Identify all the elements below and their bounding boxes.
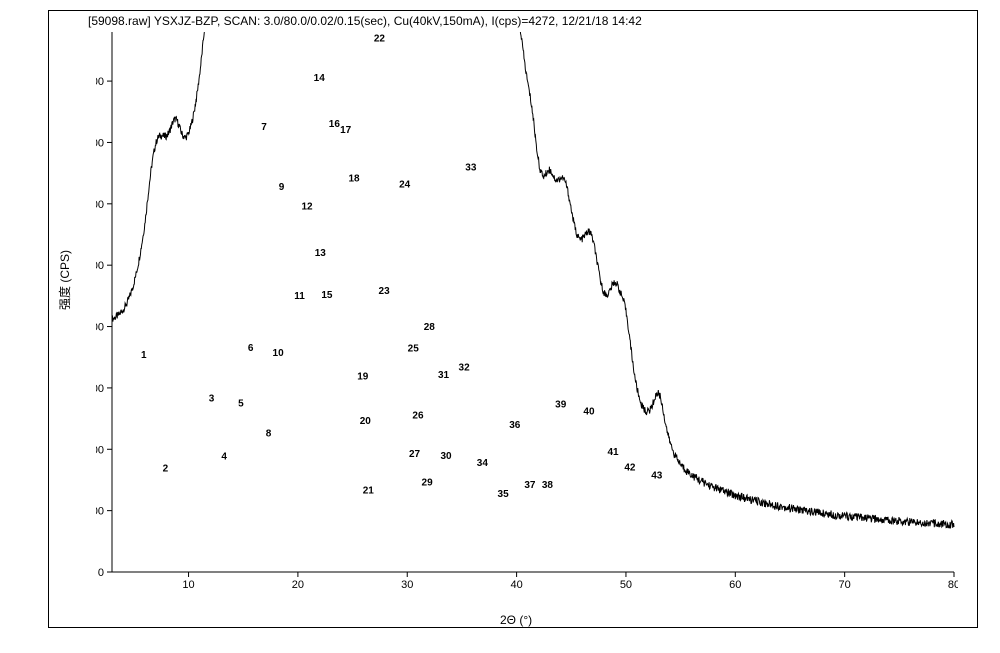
peak-label: 38 — [542, 480, 554, 491]
peak-label: 9 — [279, 182, 285, 193]
peak-label: 13 — [315, 248, 327, 259]
y-axis-label: 强度 (CPS) — [56, 250, 73, 310]
xrd-spectrum-line — [112, 32, 954, 528]
svg-text:0: 0 — [98, 567, 104, 579]
svg-text:70: 70 — [839, 579, 851, 591]
peak-label: 5 — [238, 399, 244, 410]
svg-text:3000: 3000 — [96, 199, 104, 211]
peak-label: 43 — [651, 471, 663, 482]
svg-text:10: 10 — [182, 579, 194, 591]
peak-label: 21 — [363, 485, 375, 496]
svg-text:2000: 2000 — [96, 322, 104, 334]
peak-label: 41 — [607, 447, 619, 458]
peak-label: 18 — [348, 173, 360, 184]
peak-label: 31 — [438, 370, 450, 381]
svg-text:30: 30 — [401, 579, 413, 591]
peak-label: 24 — [399, 180, 411, 191]
peak-label: 34 — [477, 458, 489, 469]
peak-label: 33 — [465, 163, 477, 174]
peak-label: 1 — [141, 350, 147, 361]
peak-label: 7 — [261, 122, 267, 133]
peak-label: 16 — [329, 119, 341, 130]
peak-label: 32 — [459, 363, 471, 374]
svg-text:500: 500 — [96, 506, 104, 518]
peak-label: 20 — [360, 416, 372, 427]
svg-text:80: 80 — [948, 579, 958, 591]
peak-label: 2 — [163, 464, 169, 475]
svg-text:40: 40 — [510, 579, 522, 591]
peak-label: 35 — [498, 489, 510, 500]
peak-label: 29 — [422, 477, 434, 488]
peak-label: 17 — [340, 125, 352, 136]
peak-label: 30 — [440, 451, 452, 462]
peak-label: 6 — [248, 343, 254, 354]
svg-text:3500: 3500 — [96, 137, 104, 149]
peak-label: 25 — [408, 344, 420, 355]
peak-label: 23 — [379, 286, 391, 297]
peak-label: 39 — [555, 399, 567, 410]
svg-text:60: 60 — [729, 579, 741, 591]
svg-text:50: 50 — [620, 579, 632, 591]
peak-label: 27 — [409, 449, 421, 460]
peak-label: 11 — [294, 291, 305, 302]
peak-label: 19 — [357, 371, 369, 382]
svg-text:2500: 2500 — [96, 260, 104, 272]
peak-label: 8 — [266, 428, 272, 439]
peak-label: 4 — [221, 451, 227, 462]
peak-label: 28 — [424, 322, 436, 333]
svg-text:20: 20 — [292, 579, 304, 591]
peak-label: 40 — [583, 407, 595, 418]
peak-label: 3 — [209, 394, 215, 405]
peak-label: 37 — [524, 480, 536, 491]
peak-label: 15 — [321, 290, 333, 301]
svg-text:4000: 4000 — [96, 76, 104, 88]
peak-label: 36 — [509, 420, 521, 431]
svg-text:1000: 1000 — [96, 444, 104, 456]
figure: [59098.raw] YSXJZ-BZP, SCAN: 3.0/80.0/0.… — [0, 0, 1000, 653]
peak-label: 22 — [374, 34, 386, 45]
x-axis-label: 2Θ (°) — [500, 613, 532, 627]
peak-label: 12 — [301, 201, 313, 212]
peak-label: 26 — [412, 410, 424, 421]
peak-label: 10 — [273, 348, 285, 359]
xrd-plot: 0 500 1000 1500 2000 2500 3000 3500 4000 10 20 30 40… — [96, 32, 958, 596]
peak-label: 14 — [314, 73, 326, 84]
scan-title: [59098.raw] YSXJZ-BZP, SCAN: 3.0/80.0/0.… — [88, 14, 642, 28]
svg-text:1500: 1500 — [96, 383, 104, 395]
peak-label: 42 — [624, 463, 636, 474]
